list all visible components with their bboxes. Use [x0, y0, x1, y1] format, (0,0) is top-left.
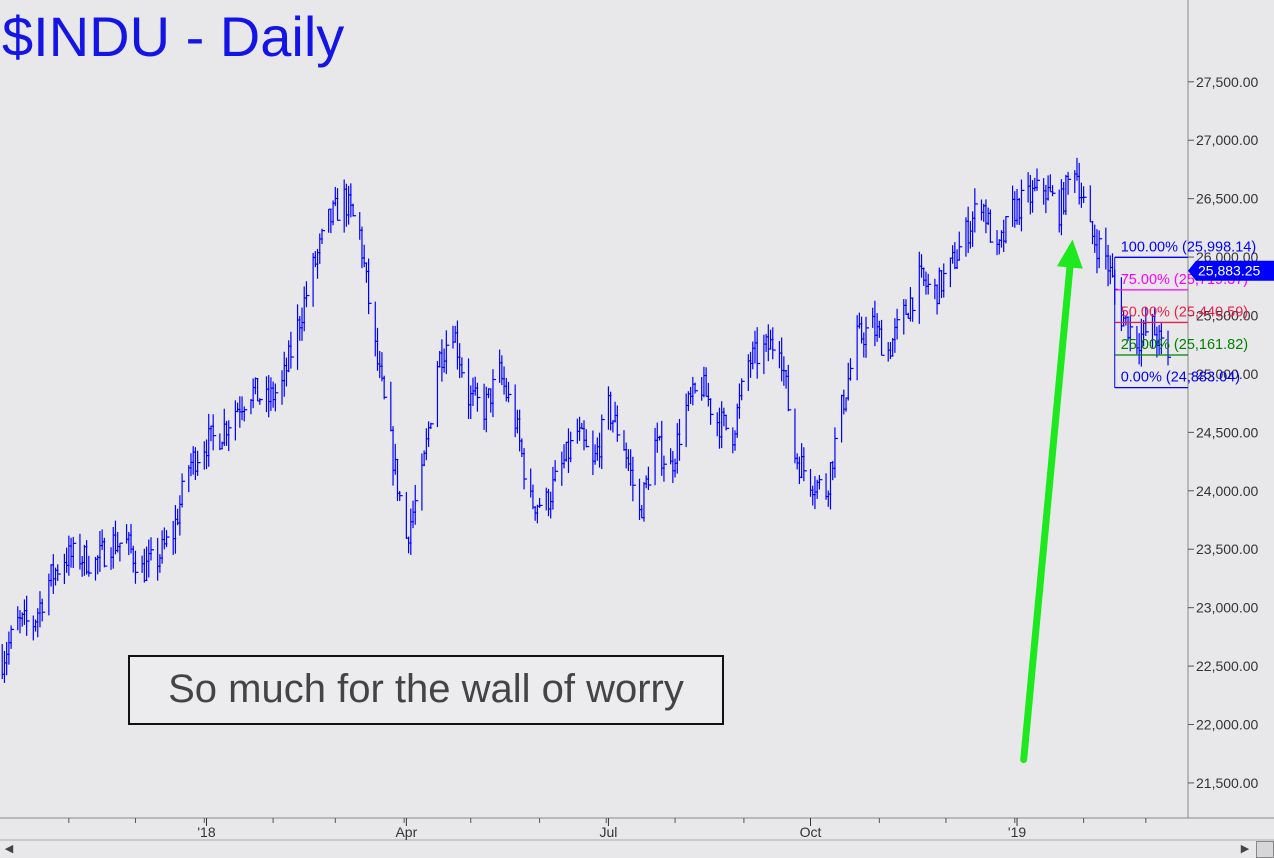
trend-arrow-shaft	[1020, 263, 1074, 764]
trend-arrow-head	[1056, 239, 1083, 269]
x-tick-label: '18	[197, 824, 215, 840]
y-tick-label: 25,500.00	[1196, 308, 1258, 324]
y-tick-label: 22,000.00	[1196, 717, 1258, 733]
fib-level-label: 100.00% (25,998.14)	[1121, 239, 1256, 255]
y-tick-label: 27,000.00	[1196, 132, 1258, 148]
annotation-box: So much for the wall of worry	[128, 655, 724, 725]
y-tick-label: 23,500.00	[1196, 541, 1258, 557]
y-tick-label: 27,500.00	[1196, 74, 1258, 90]
fib-level-label: 0.00% (24,883.04)	[1121, 370, 1240, 386]
price-bars	[1, 157, 1172, 683]
x-tick-label: Apr	[395, 824, 417, 840]
fib-level-label: 50.00% (25,440.59)	[1121, 304, 1248, 320]
x-tick-label: Oct	[800, 824, 822, 840]
y-tick-label: 26,500.00	[1196, 191, 1258, 207]
last-price-tag	[1188, 260, 1274, 281]
scroll-left-icon[interactable]: ◀	[4, 843, 14, 855]
y-tick-label: 21,500.00	[1196, 775, 1258, 791]
y-tick-label: 25,000.00	[1196, 366, 1258, 382]
y-tick-label: 23,000.00	[1196, 600, 1258, 616]
scroll-right-icon[interactable]: ▶	[1240, 843, 1250, 855]
x-tick-label: '19	[1008, 824, 1026, 840]
chart-title: $INDU - Daily	[2, 5, 345, 68]
y-tick-label: 24,500.00	[1196, 424, 1258, 440]
y-tick-label: 22,500.00	[1196, 658, 1258, 674]
y-tick-label: 24,000.00	[1196, 483, 1258, 499]
x-tick-label: Jul	[599, 824, 617, 840]
fib-level-label: 25.00% (25,161.82)	[1121, 337, 1248, 353]
last-price-label: 25,883.25	[1198, 263, 1260, 279]
scrollbar-thumb[interactable]	[1256, 841, 1274, 858]
